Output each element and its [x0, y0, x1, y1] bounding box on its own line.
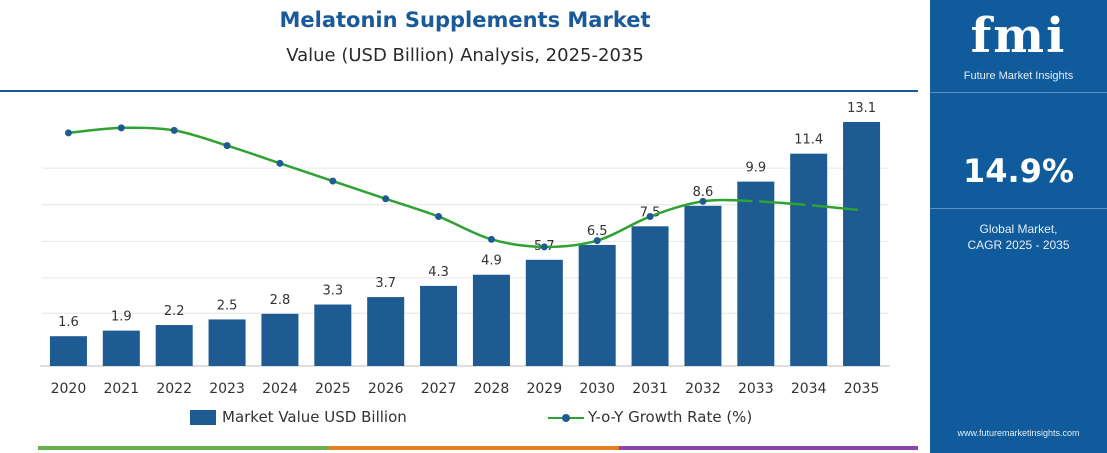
- bar-value-label: 2.2: [164, 304, 185, 319]
- sidebar-divider: [930, 208, 1107, 209]
- legend-bar-swatch: [190, 409, 216, 425]
- bar: [472, 274, 510, 366]
- cagr-label-line1: Global Market,: [979, 222, 1058, 236]
- bar-value-label: 2.8: [270, 293, 291, 308]
- sidebar-panel: fmi Future Market Insights 14.9% Global …: [930, 0, 1107, 453]
- chart-title: Melatonin Supplements Market: [279, 8, 651, 32]
- x-tick-label: 2034: [791, 381, 827, 397]
- bar: [737, 181, 775, 366]
- bar: [155, 325, 193, 366]
- bar-value-label: 2.5: [217, 298, 238, 313]
- bar: [49, 336, 87, 366]
- x-tick-label: 2030: [579, 381, 615, 397]
- growth-rate-point: [752, 197, 760, 205]
- bar-value-label: 11.4: [794, 133, 823, 148]
- header-divider: [0, 90, 918, 92]
- bar: [790, 153, 828, 366]
- x-tick-label: 2023: [209, 381, 245, 397]
- bar-value-label: 9.9: [745, 161, 766, 176]
- x-tick-label: 2024: [262, 381, 298, 397]
- growth-rate-point: [435, 213, 443, 221]
- growth-rate-point: [276, 159, 284, 167]
- chart-legend: Market Value USD Billion Y-o-Y Growth Ra…: [0, 408, 930, 430]
- x-tick-label: 2026: [368, 381, 404, 397]
- bar-value-label: 3.7: [375, 276, 396, 291]
- bar: [261, 313, 299, 366]
- logo-subtitle: Future Market Insights: [963, 70, 1074, 82]
- bar-value-label: 4.9: [481, 254, 502, 269]
- bar: [578, 244, 616, 366]
- bar: [208, 319, 246, 366]
- bar: [420, 285, 458, 366]
- growth-rate-point: [117, 124, 125, 132]
- bar: [525, 259, 563, 366]
- x-tick-label: 2029: [526, 381, 562, 397]
- growth-rate-point: [540, 243, 548, 251]
- growth-rate-point: [646, 213, 654, 221]
- cagr-value: 14.9%: [962, 152, 1074, 190]
- x-tick-label: 2022: [156, 381, 192, 397]
- growth-rate-point: [805, 201, 813, 209]
- bar-value-label: 8.6: [693, 185, 714, 200]
- x-tick-label: 2028: [474, 381, 510, 397]
- x-tick-label: 2031: [632, 381, 668, 397]
- growth-rate-point: [699, 197, 707, 205]
- bar-value-label: 1.6: [58, 315, 79, 330]
- bar-value-label: 4.3: [428, 265, 449, 280]
- chart-subtitle: Value (USD Billion) Analysis, 2025-2035: [286, 45, 644, 66]
- growth-rate-point: [382, 195, 390, 203]
- bar-value-label: 3.3: [322, 284, 343, 299]
- x-tick-label: 2020: [51, 381, 87, 397]
- growth-rate-point: [487, 235, 495, 243]
- x-tick-label: 2025: [315, 381, 351, 397]
- legend-line-label: Y-o-Y Growth Rate (%): [588, 408, 753, 426]
- growth-rate-point: [64, 129, 72, 137]
- growth-rate-point: [170, 126, 178, 134]
- cagr-label-line2: CAGR 2025 - 2035: [967, 238, 1070, 252]
- x-tick-label: 2021: [103, 381, 139, 397]
- growth-rate-line: [68, 126, 862, 249]
- legend-line-swatch: [548, 410, 584, 425]
- growth-rate-point: [593, 237, 601, 245]
- bar-value-label: 7.5: [640, 205, 661, 220]
- growth-rate-point: [329, 177, 337, 185]
- x-tick-label: 2032: [685, 381, 721, 397]
- x-tick-label: 2027: [421, 381, 457, 397]
- x-tick-label: 2035: [844, 381, 880, 397]
- growth-rate-point: [223, 142, 231, 150]
- bar: [102, 330, 140, 366]
- color-accent-strip: [38, 446, 918, 450]
- bar-value-label: 13.1: [847, 101, 876, 116]
- sidebar-divider: [930, 92, 1107, 93]
- bar: [684, 205, 722, 366]
- x-tick-label: 2033: [738, 381, 774, 397]
- legend-item-growth-rate: Y-o-Y Growth Rate (%): [548, 408, 752, 426]
- website-link[interactable]: www.futuremarketinsights.com: [957, 428, 1080, 438]
- growth-rate-point: [858, 206, 866, 214]
- chart-plot-area: 1.6 2020 1.9 2021 2.2 2022 2.5 2023 2.8 2024 3.3 20…: [40, 101, 890, 397]
- bar: [314, 304, 352, 366]
- legend-bar-label: Market Value USD Billion: [222, 408, 407, 426]
- bar: [367, 297, 405, 366]
- bar-value-label: 1.9: [111, 310, 132, 325]
- fmi-logo: fmi: [970, 8, 1067, 64]
- bar: [843, 122, 881, 366]
- legend-item-market-value: Market Value USD Billion: [190, 408, 407, 426]
- bar-value-label: 6.5: [587, 224, 608, 239]
- bar: [631, 226, 669, 366]
